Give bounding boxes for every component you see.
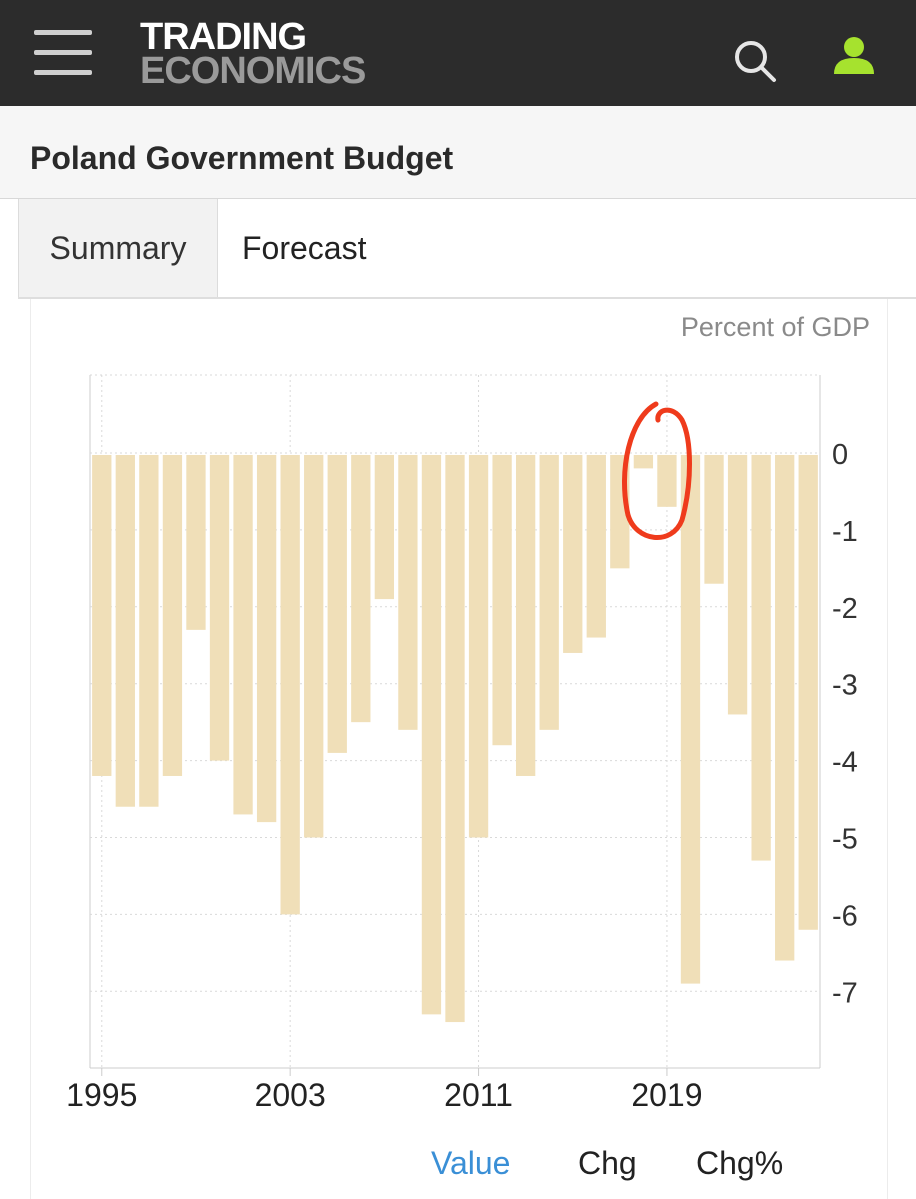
y-tick-label: 0 [832,439,848,471]
x-tick-label: 2019 [631,1077,702,1113]
bar-1998 [163,455,182,776]
y-tick-label: -2 [832,593,858,625]
bar-1995 [92,455,111,776]
x-tick-label: 2011 [444,1077,513,1113]
x-tick-label: 1995 [66,1077,137,1113]
y-tick-label: -1 [832,516,858,548]
bar-2000 [210,455,229,761]
bar-2008 [398,455,417,730]
bar-2013 [516,455,535,776]
x-tick-label: 2003 [255,1077,326,1113]
bar-1996 [116,455,135,807]
y-tick-label: -4 [832,747,858,779]
bar-2024 [775,455,794,961]
toggle-chg[interactable]: Chg [578,1145,637,1182]
bar-2025 [799,455,818,930]
bar-2016 [587,455,606,638]
bar-2018 [634,455,653,468]
bar-2003 [281,455,300,914]
bar-1997 [139,455,158,807]
bar-1999 [186,455,205,630]
bar-2002 [257,455,276,822]
bar-2005 [328,455,347,753]
toggle-value[interactable]: Value [431,1145,510,1182]
y-tick-label: -5 [832,824,858,856]
bar-2001 [233,455,252,814]
bar-2021 [704,455,723,584]
bar-2004 [304,455,323,838]
bar-2022 [728,455,747,714]
bar-2010 [445,455,464,1022]
toggle-chg-percent[interactable]: Chg% [696,1145,783,1182]
bar-2023 [751,455,770,861]
bar-2009 [422,455,441,1014]
bar-2006 [351,455,370,722]
y-tick-label: -6 [832,900,858,932]
y-tick-label: -7 [832,977,858,1009]
bar-2007 [375,455,394,599]
bar-2014 [540,455,559,730]
annotation-circle [624,404,689,538]
y-tick-label: -3 [832,670,858,702]
bar-2020 [681,455,700,984]
bar-2011 [469,455,488,838]
bar-2012 [492,455,511,745]
bar-2015 [563,455,582,653]
bar-2019 [657,455,676,507]
